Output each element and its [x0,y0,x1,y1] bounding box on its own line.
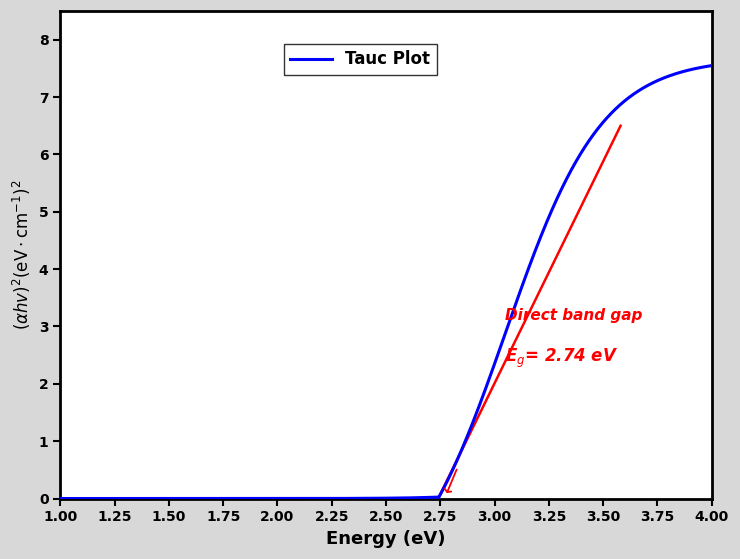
Tauc Plot [130,495,139,502]
X-axis label: Energy (eV): Energy (eV) [326,530,445,548]
Tauc Plot [695,64,704,71]
Text: Direct band gap: Direct band gap [505,307,643,323]
Tauc Plot [625,94,633,101]
Tauc Plot [334,495,343,502]
Text: E$_g$= 2.74 eV: E$_g$= 2.74 eV [505,347,619,369]
Y-axis label: $(\alpha hv)^2(\mathrm{eV \cdot cm^{-1}})^2$: $(\alpha hv)^2(\mathrm{eV \cdot cm^{-1}}… [11,179,33,330]
Tauc Plot [707,62,716,69]
Legend: Tauc Plot: Tauc Plot [283,44,437,75]
Tauc Plot [306,495,314,502]
Tauc Plot [56,495,65,502]
Line: Tauc Plot: Tauc Plot [61,65,712,499]
Tauc Plot [169,495,178,502]
